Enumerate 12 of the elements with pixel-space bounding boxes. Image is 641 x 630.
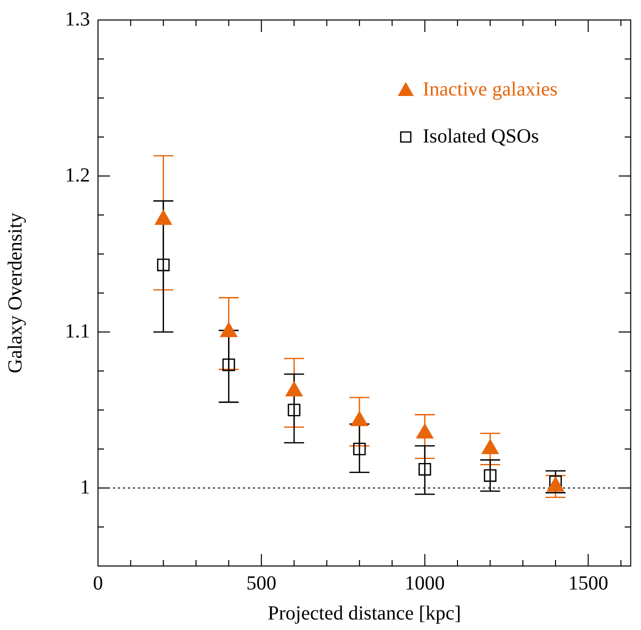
x-tick-label: 500 (246, 572, 276, 594)
x-tick-label: 1000 (404, 572, 445, 594)
legend-label: Inactive galaxies (422, 78, 558, 100)
y-tick-label: 1.2 (65, 164, 90, 186)
legend-label: Isolated QSOs (422, 125, 540, 148)
y-tick-label: 1 (80, 476, 90, 498)
y-tick-label: 1.3 (65, 8, 90, 30)
x-tick-label: 0 (93, 572, 103, 594)
x-axis-title: Projected distance [kpc] (268, 602, 461, 624)
y-tick-label: 1.1 (65, 320, 90, 342)
x-tick-label: 1500 (568, 572, 608, 594)
y-axis-title: Galaxy Overdensity (4, 212, 26, 374)
